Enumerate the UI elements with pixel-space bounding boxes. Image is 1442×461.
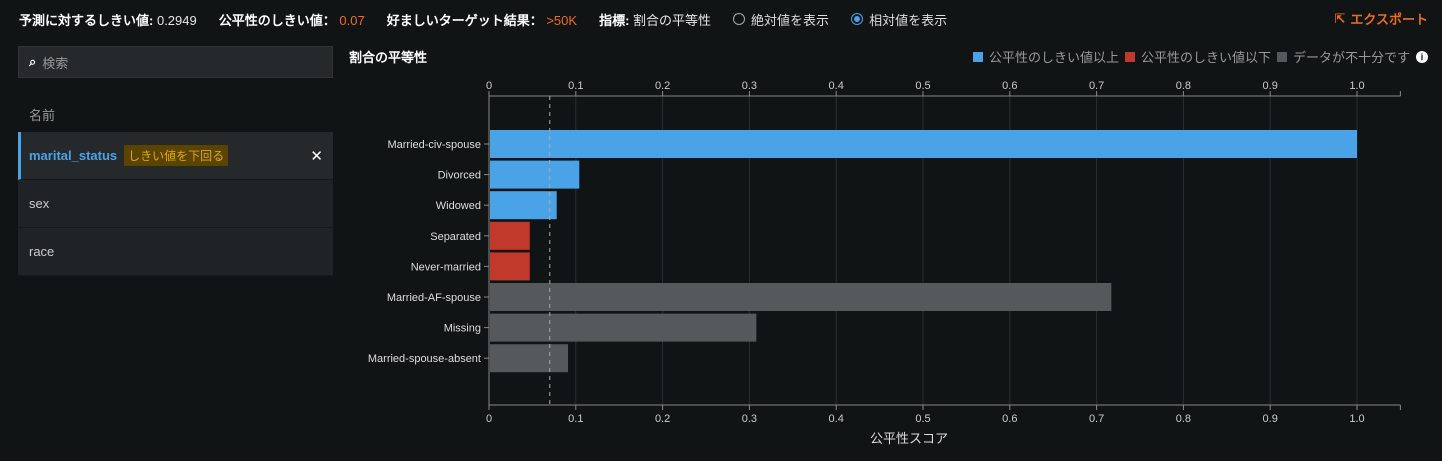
feature-label: marital_status — [29, 148, 118, 163]
legend-swatch-insufficient — [1276, 51, 1287, 62]
x-axis-label: 公平性スコア — [870, 431, 949, 446]
x-tick-label-top: 0.5 — [915, 80, 930, 92]
legend: 公平性のしきい値以上 公平性のしきい値以下 データが不十分です i — [972, 47, 1428, 66]
x-tick-label-bottom: 0.2 — [655, 413, 670, 425]
bar — [490, 252, 530, 281]
y-tick-label: Missing — [444, 323, 481, 335]
x-tick-label-bottom: 0.5 — [915, 413, 930, 425]
x-tick-label-bottom: 0.8 — [1176, 413, 1191, 425]
x-tick-label-bottom: 0.6 — [1002, 413, 1017, 425]
export-button[interactable]: ⇱ エクスポート — [1334, 10, 1428, 28]
bar — [490, 191, 557, 220]
y-tick-label: Separated — [430, 231, 481, 243]
x-tick-label-top: 0.1 — [568, 80, 583, 92]
feature-item-marital-status[interactable]: marital_status しきい値を下回る ✕ — [18, 132, 333, 180]
y-tick-label: Divorced — [438, 170, 481, 182]
x-tick-label-top: 0.6 — [1002, 80, 1017, 92]
name-column-header: 名前 — [29, 108, 56, 123]
x-tick-label-top: 0.2 — [655, 80, 670, 92]
legend-label: データが不十分です — [1292, 50, 1410, 65]
x-tick-label-top: 0 — [486, 80, 492, 92]
favorable-target: 好ましいターゲット結果： >50K — [386, 12, 578, 28]
legend-label: 公平性のしきい値以下 — [1140, 50, 1271, 65]
legend-label: 公平性のしきい値以上 — [988, 50, 1119, 65]
x-tick-label-top: 0.7 — [1089, 80, 1104, 92]
radio-selected-icon — [851, 13, 864, 25]
x-tick-label-bottom: 0.1 — [568, 413, 583, 425]
feature-label: sex — [29, 196, 50, 211]
legend-swatch-below — [1124, 51, 1135, 62]
chart-title: 割合の平等性 — [349, 50, 428, 65]
x-tick-label-bottom: 0.9 — [1263, 413, 1278, 425]
bar — [490, 130, 1357, 158]
feature-list: marital_status しきい値を下回る ✕ sex race — [18, 132, 333, 276]
bar — [490, 283, 1112, 311]
top-bar: 予測に対するしきい値: 0.2949 公平性のしきい値： 0.07 好ましいター… — [19, 10, 1428, 28]
legend-swatch-above — [972, 51, 983, 62]
y-tick-label: Never-married — [411, 261, 481, 273]
search-input[interactable]: ⌕ 検索 — [18, 46, 333, 78]
export-icon: ⇱ — [1334, 10, 1346, 26]
x-tick-label-bottom: 0.7 — [1089, 413, 1104, 425]
x-tick-label-top: 0.3 — [742, 80, 757, 92]
x-tick-label-bottom: 0.3 — [742, 413, 757, 425]
x-tick-label-top: 0.9 — [1263, 80, 1278, 92]
x-tick-label-bottom: 1.0 — [1349, 413, 1364, 425]
y-tick-label: Married-spouse-absent — [368, 353, 481, 365]
x-tick-label-bottom: 0 — [486, 413, 492, 425]
radio-relative[interactable]: 相対値を表示 — [851, 10, 947, 29]
x-tick-label-top: 0.4 — [829, 80, 844, 92]
y-tick-label: Widowed — [436, 200, 481, 212]
prediction-threshold: 予測に対するしきい値: 0.2949 — [19, 12, 197, 28]
search-icon: ⌕ — [29, 54, 37, 69]
feature-item-race[interactable]: race — [18, 228, 333, 276]
x-tick-label-bottom: 0.4 — [829, 413, 844, 425]
bar — [490, 221, 530, 250]
feature-label: race — [29, 244, 55, 259]
bar — [490, 160, 580, 189]
radio-absolute[interactable]: 絶対値を表示 — [733, 10, 829, 29]
close-icon[interactable]: ✕ — [310, 147, 323, 165]
fairness-threshold: 公平性のしきい値： 0.07 — [218, 12, 365, 28]
y-tick-label: Married-AF-spouse — [387, 292, 481, 304]
metric: 指標: 割合の平等性 — [599, 12, 712, 28]
radio-icon — [733, 13, 746, 25]
feature-item-sex[interactable]: sex — [18, 180, 333, 228]
x-tick-label-top: 0.8 — [1176, 80, 1191, 92]
below-threshold-badge: しきい値を下回る — [124, 145, 229, 166]
info-icon[interactable]: i — [1416, 50, 1428, 63]
bar — [490, 313, 757, 342]
x-tick-label-top: 1.0 — [1349, 80, 1364, 92]
bar — [490, 344, 568, 373]
y-tick-label: Married-civ-spouse — [387, 139, 481, 151]
